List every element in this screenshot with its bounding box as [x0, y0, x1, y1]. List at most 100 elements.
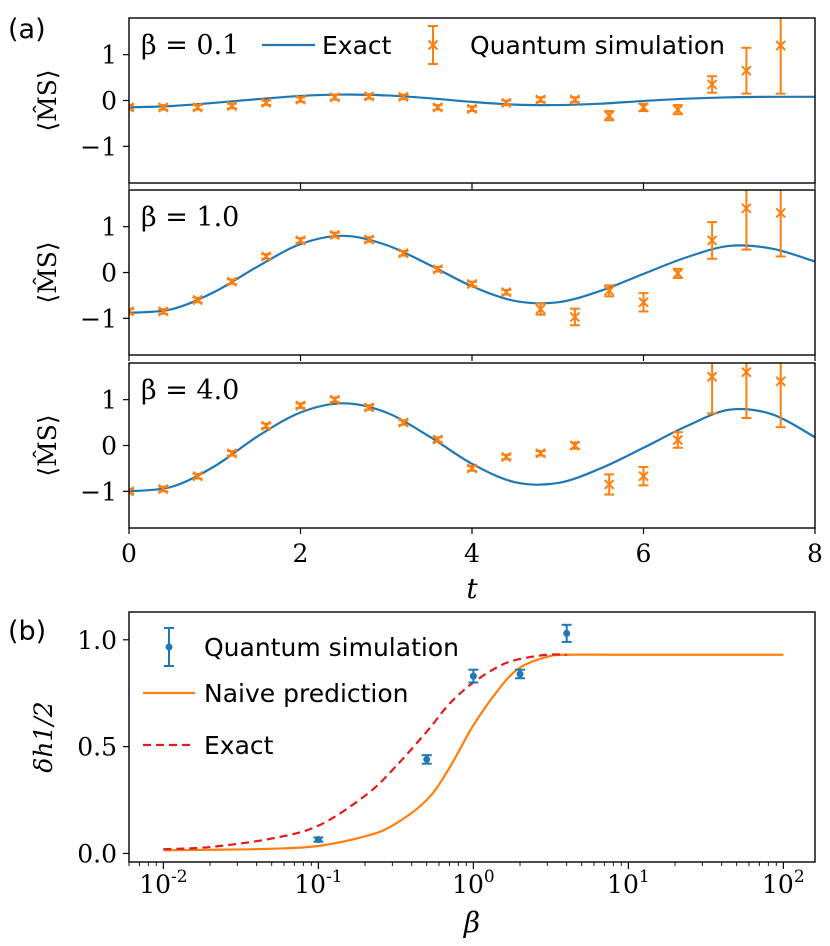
- quantum-point: [466, 278, 478, 290]
- beta-annotation: β = 4.0: [141, 375, 239, 406]
- quantum-point: [398, 248, 409, 259]
- legend-quantum-label: Quantum simulation: [470, 31, 725, 60]
- quantum-point: [706, 363, 718, 415]
- quantum-point: [672, 431, 684, 449]
- quantum-point: [775, 18, 786, 95]
- quantum-point: [501, 97, 512, 108]
- quantum-point: [672, 104, 684, 116]
- y-tick-label: 0.5: [77, 733, 117, 762]
- quantum-point: [192, 294, 203, 306]
- exact-curve: [129, 402, 815, 493]
- quantum-point: [432, 434, 443, 445]
- quantum-point: [741, 46, 752, 95]
- axes-frame: [128, 611, 816, 863]
- y-axis-label-text: ⟨M̂S⟩: [33, 414, 62, 476]
- y-tick-label: 0: [101, 259, 117, 288]
- quantum-point: [535, 302, 546, 316]
- quantum-point: [741, 190, 752, 251]
- legend-quantum-label: Quantum simulation: [204, 633, 459, 662]
- quantum-point: [468, 668, 479, 684]
- quantum-point: [569, 94, 581, 105]
- quantum-point: [603, 110, 615, 122]
- y-axis-label: ⟨M̂S⟩: [33, 241, 62, 303]
- x-axis-label: t: [466, 572, 478, 605]
- quantum-point: [569, 440, 581, 451]
- x-tick-label: 100: [452, 867, 495, 899]
- y-tick-label: 0: [101, 432, 117, 461]
- panel-b-label: (b): [8, 616, 46, 647]
- panel-a-subplot-1: −1 0 1 ⟨M̂S⟩ β = 0.1: [33, 17, 816, 189]
- quantum-point: [638, 466, 649, 487]
- legend-exact-label: Exact: [204, 731, 274, 760]
- quantum-point: [398, 417, 409, 428]
- y-tick-label: −1: [80, 304, 117, 333]
- y-axis-label-text: ⟨M̂S⟩: [33, 69, 62, 131]
- quantum-point: [129, 306, 135, 317]
- beta-annotation: β = 0.1: [141, 30, 239, 61]
- x-tick-label: 8: [807, 539, 823, 568]
- beta-annotation: β = 1.0: [141, 202, 239, 233]
- quantum-point: [226, 448, 238, 459]
- quantum-point: [363, 402, 375, 413]
- x-tick-label: 0: [121, 539, 137, 568]
- quantum-point: [295, 94, 306, 105]
- panel-b-plot: 0.0 0.5 1.0 10-2 10-1 100 101 102 β δh1/2 Quantum …: [29, 611, 816, 939]
- quantum-point: [706, 75, 718, 94]
- y-tick-label: −1: [80, 477, 117, 506]
- y-axis-label-text: δh1/2: [29, 701, 58, 772]
- quantum-point: [515, 668, 526, 680]
- y-tick-label: 1: [101, 386, 117, 415]
- quantum-point: [501, 451, 512, 463]
- legend-a: Exact Quantum simulation: [262, 25, 725, 65]
- quantum-point: [741, 363, 752, 419]
- quantum-point: [775, 363, 786, 429]
- exact-curve: [163, 653, 567, 851]
- quantum-point: [329, 92, 341, 103]
- y-tick-label: −1: [80, 132, 117, 161]
- quantum-point: [329, 229, 341, 241]
- x-tick-label: 10-2: [139, 867, 187, 899]
- x-tick-label: 10-1: [294, 867, 342, 899]
- exact-curve: [129, 93, 815, 109]
- y-tick-label: 0: [101, 87, 117, 116]
- quantum-point: [535, 448, 546, 459]
- naive-prediction-curve: [163, 653, 784, 852]
- x-tick-label: 101: [607, 867, 650, 899]
- y-tick-label: 1: [101, 213, 117, 242]
- quantum-point: [158, 102, 169, 113]
- x-tick-label: 6: [636, 539, 652, 568]
- quantum-point: [363, 91, 375, 102]
- quantum-point: [260, 420, 272, 431]
- legend-b: Quantum simulation Naive prediction Exact: [143, 627, 459, 760]
- legend-exact-label: Exact: [322, 31, 392, 60]
- y-tick-label: 1: [101, 41, 117, 70]
- quantum-point: [363, 234, 375, 245]
- quantum-point: [192, 102, 203, 113]
- quantum-point: [329, 394, 341, 405]
- quantum-point: [226, 276, 238, 287]
- quantum-point: [226, 100, 238, 112]
- y-axis-label: ⟨M̂S⟩: [33, 414, 62, 476]
- quantum-point: [535, 94, 546, 105]
- quantum-point: [775, 190, 786, 258]
- quantum-point: [466, 103, 478, 114]
- quantum-point: [421, 754, 432, 765]
- quantum-point: [129, 486, 135, 497]
- quantum-point: [706, 221, 718, 260]
- quantum-point: [192, 471, 203, 482]
- quantum-point: [158, 483, 169, 495]
- quantum-point: [569, 307, 581, 327]
- quantum-point: [432, 102, 443, 113]
- x-axis-label: β: [463, 906, 480, 939]
- y-axis-label-text: ⟨M̂S⟩: [33, 241, 62, 303]
- quantum-point: [603, 473, 615, 496]
- quantum-point: [501, 287, 512, 298]
- quantum-point: [466, 463, 478, 474]
- quantum-point: [313, 836, 324, 844]
- panel-a-subplot-3: −1 0 1 ⟨M̂S⟩ β = 4.0: [33, 362, 816, 534]
- x-tick-label: 4: [464, 539, 480, 568]
- panel-a-subplot-2: −1 0 1 ⟨M̂S⟩ β = 1.0: [33, 189, 816, 361]
- quantum-point: [295, 235, 306, 246]
- legend-naive-label: Naive prediction: [204, 679, 409, 708]
